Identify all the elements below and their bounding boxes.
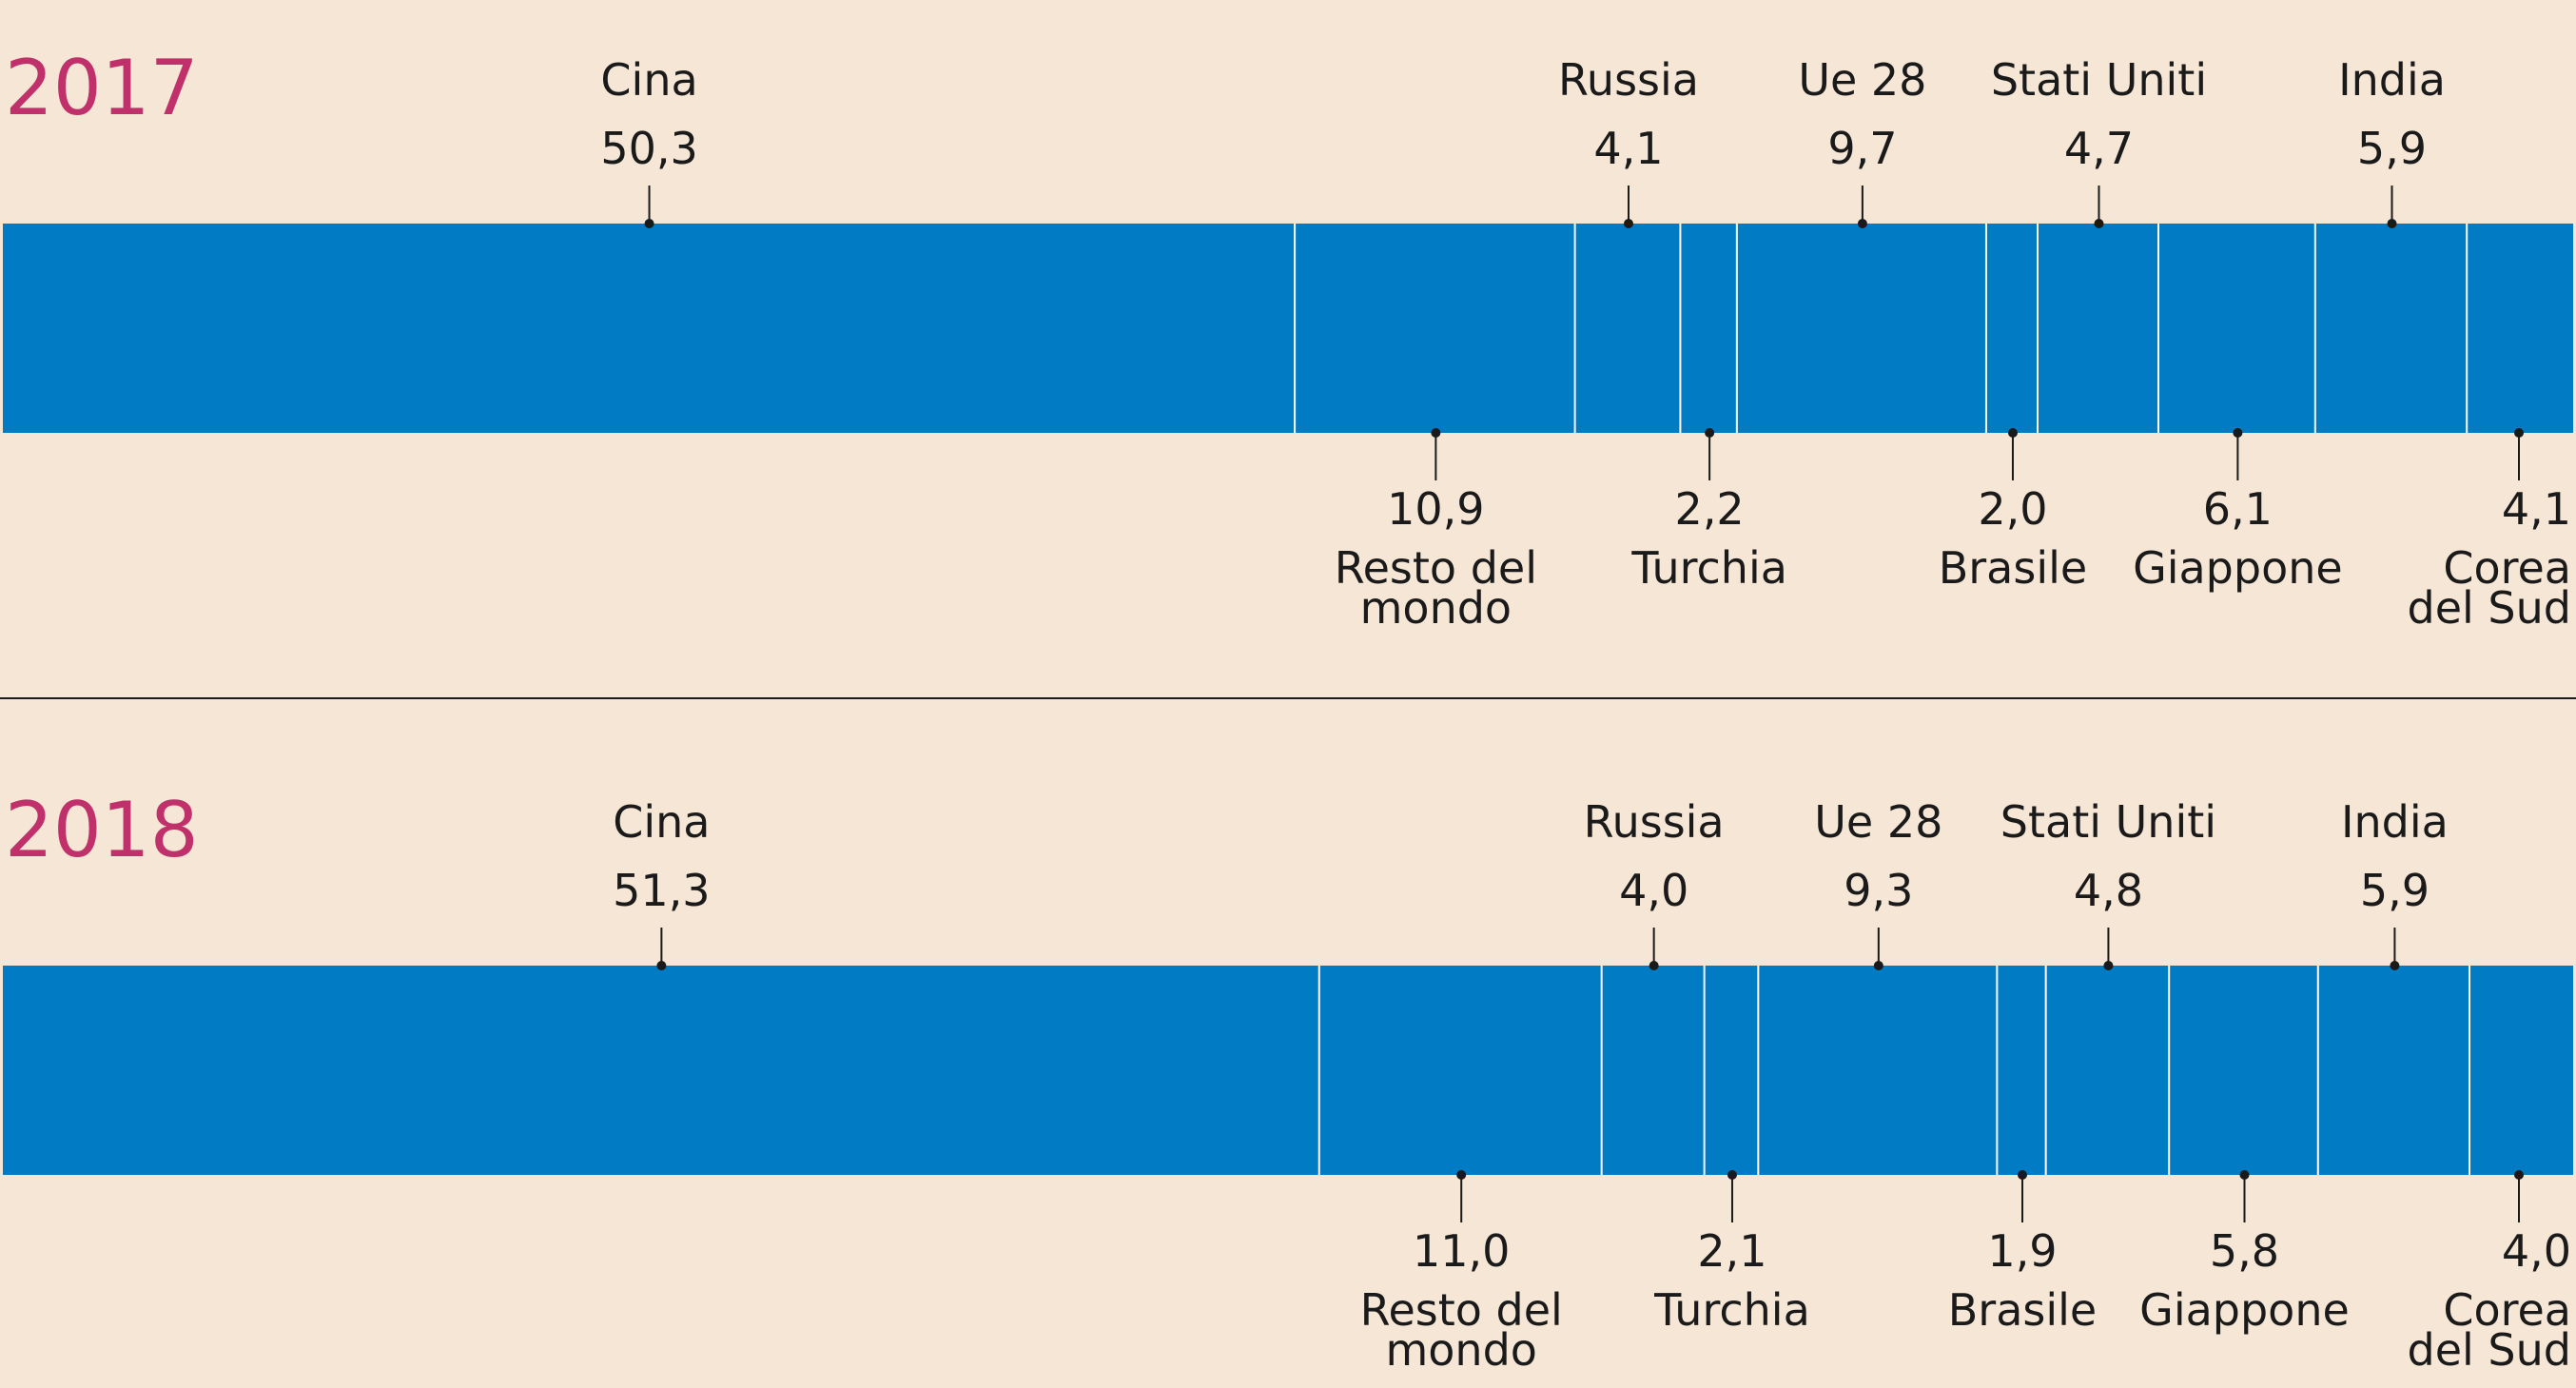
- leader-dot-india: [2387, 219, 2397, 228]
- category-label-resto-del-mondo: Resto del: [1335, 542, 1537, 594]
- bar-segment-giappone: [2170, 966, 2319, 1175]
- year-title: 2018: [5, 786, 199, 874]
- bar-segment-russia: [1602, 966, 1706, 1175]
- category-label-resto-del-mondo: mondo: [1360, 582, 1512, 634]
- category-label-stati-uniti: Stati Uniti: [1991, 54, 2207, 106]
- category-label-resto-del-mondo: Resto del: [1360, 1284, 1563, 1336]
- leader-dot-resto-del-mondo: [1431, 428, 1441, 438]
- bar-segment-cina: [3, 966, 1320, 1175]
- leader-dot-ue-28: [1857, 219, 1867, 228]
- value-label-cina: 50,3: [600, 123, 697, 174]
- value-label-giappone: 5,8: [2210, 1225, 2279, 1277]
- value-label-brasile: 1,9: [1987, 1225, 2057, 1277]
- bar-segment-cina: [3, 224, 1297, 433]
- value-label-giappone: 6,1: [2203, 483, 2273, 535]
- bar-segment-brasile: [1998, 966, 2047, 1175]
- bar-segment-russia: [1575, 224, 1682, 433]
- leader-dot-russia: [1624, 219, 1634, 228]
- category-label-resto-del-mondo: mondo: [1385, 1324, 1536, 1376]
- value-label-cina: 51,3: [613, 865, 710, 916]
- value-label-turchia: 2,1: [1697, 1225, 1766, 1277]
- bar-segment-turchia: [1705, 966, 1760, 1175]
- value-label-india: 5,9: [2360, 865, 2430, 916]
- value-label-corea-del-sud: 4,0: [2502, 1225, 2571, 1277]
- category-label-giappone: Giappone: [2139, 1284, 2350, 1336]
- category-label-india: India: [2338, 54, 2446, 106]
- category-label-russia: Russia: [1558, 54, 1699, 106]
- bar-segment-corea-del-sud: [2468, 224, 2573, 433]
- bar-segment-ue-28: [1759, 966, 1999, 1175]
- category-label-india: India: [2341, 796, 2449, 848]
- category-label-cina: Cina: [613, 796, 710, 848]
- leader-dot-india: [2390, 961, 2400, 970]
- bar-segment-turchia: [1681, 224, 1738, 433]
- value-label-russia: 4,1: [1593, 123, 1663, 174]
- category-label-corea-del-sud: Corea: [2443, 542, 2571, 594]
- value-label-india: 5,9: [2357, 123, 2427, 174]
- value-label-stati-uniti: 4,8: [2074, 865, 2143, 916]
- bar-segment-ue-28: [1737, 224, 1987, 433]
- category-label-brasile: Brasile: [1948, 1284, 2098, 1336]
- leader-dot-brasile: [2018, 1170, 2027, 1180]
- bar-segment-india: [2318, 966, 2471, 1175]
- category-label-russia: Russia: [1584, 796, 1725, 848]
- bar-segment-resto-del-mondo: [1296, 224, 1576, 433]
- bar-segment-brasile: [1986, 224, 2039, 433]
- category-label-ue-28: Ue 28: [1798, 54, 1926, 106]
- leader-dot-corea-del-sud: [2514, 428, 2524, 438]
- leader-dot-turchia: [1705, 428, 1715, 438]
- value-label-corea-del-sud: 4,1: [2502, 483, 2571, 535]
- leader-dot-cina: [644, 219, 654, 228]
- leader-dot-giappone: [2239, 1170, 2250, 1180]
- category-label-turchia: Turchia: [1630, 542, 1787, 594]
- bar-segment-stati-uniti: [2038, 224, 2159, 433]
- value-label-resto-del-mondo: 11,0: [1413, 1225, 1510, 1277]
- value-label-russia: 4,0: [1619, 865, 1688, 916]
- bar-segment-resto-del-mondo: [1319, 966, 1603, 1175]
- category-label-brasile: Brasile: [1939, 542, 2088, 594]
- category-label-turchia: Turchia: [1653, 1284, 1810, 1336]
- category-label-corea-del-sud: del Sud: [2408, 582, 2571, 634]
- leader-dot-turchia: [1727, 1170, 1737, 1180]
- bar-segment-giappone: [2158, 224, 2316, 433]
- value-label-stati-uniti: 4,7: [2064, 123, 2134, 174]
- year-title: 2017: [5, 44, 199, 132]
- value-label-turchia: 2,2: [1675, 483, 1745, 535]
- leader-dot-stati-uniti: [2103, 961, 2114, 970]
- leader-dot-brasile: [2007, 428, 2018, 438]
- bar-segment-india: [2315, 224, 2469, 433]
- leader-dot-russia: [1649, 961, 1659, 970]
- category-label-corea-del-sud: Corea: [2443, 1284, 2571, 1336]
- category-label-giappone: Giappone: [2133, 542, 2343, 594]
- leader-dot-stati-uniti: [2094, 219, 2104, 228]
- value-label-brasile: 2,0: [1978, 483, 2047, 535]
- leader-dot-corea-del-sud: [2514, 1170, 2524, 1180]
- value-label-ue-28: 9,7: [1827, 123, 1897, 174]
- category-label-ue-28: Ue 28: [1814, 796, 1942, 848]
- leader-dot-giappone: [2233, 428, 2243, 438]
- value-label-ue-28: 9,3: [1844, 865, 1913, 916]
- category-label-stati-uniti: Stati Uniti: [2000, 796, 2216, 848]
- category-label-corea-del-sud: del Sud: [2408, 1324, 2571, 1376]
- leader-dot-ue-28: [1873, 961, 1883, 970]
- bar-segment-stati-uniti: [2046, 966, 2171, 1175]
- leader-dot-resto-del-mondo: [1456, 1170, 1467, 1180]
- bar-segment-corea-del-sud: [2470, 966, 2573, 1175]
- category-label-cina: Cina: [600, 54, 697, 106]
- value-label-resto-del-mondo: 10,9: [1387, 483, 1484, 535]
- leader-dot-cina: [656, 961, 667, 970]
